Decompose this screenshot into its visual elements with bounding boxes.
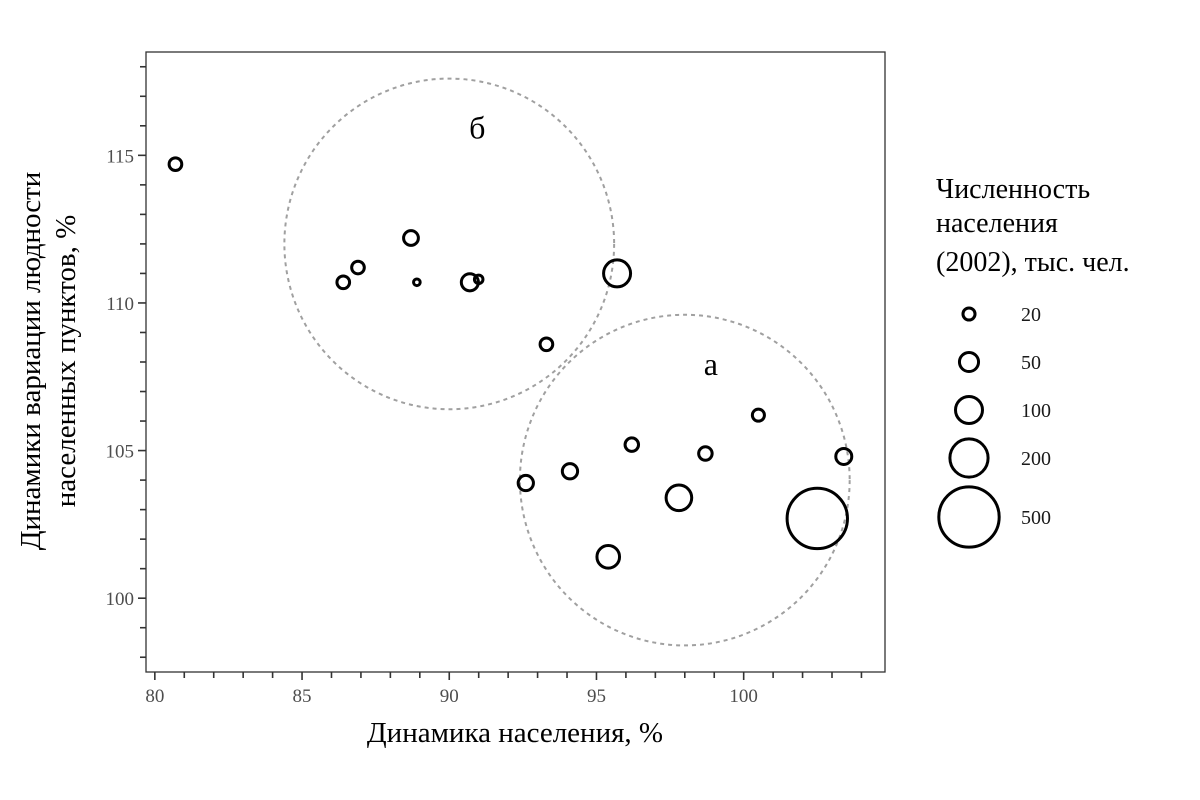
x-tick-label-1: 85	[293, 686, 312, 707]
x-tick-label-4: 100	[729, 686, 758, 707]
x-tick-label-0: 80	[145, 686, 164, 707]
data-point-15	[750, 407, 766, 423]
legend-label-4: 500	[1021, 507, 1051, 529]
group-label-1: а	[704, 346, 718, 382]
group-circles-layer: ба	[283, 77, 851, 647]
group-circle-1	[518, 313, 851, 647]
legend-label-2: 100	[1021, 400, 1051, 422]
legend-keys: 20 50 100 200 500	[937, 304, 1051, 549]
legend: Численность населения (2002), тыс. чел. …	[936, 174, 1130, 549]
data-point-8	[538, 336, 555, 353]
y-axis: 100 105 110 115	[106, 65, 146, 659]
data-point-2	[350, 259, 366, 276]
data-point-11	[623, 436, 641, 453]
data-point-0	[167, 156, 184, 173]
data-point-14	[697, 445, 714, 462]
data-point-4	[412, 277, 422, 288]
y-tick-label-1: 105	[106, 442, 135, 463]
points-layer	[167, 156, 854, 570]
data-point-1	[335, 274, 352, 291]
legend-title-line-2: населения	[936, 208, 1058, 239]
x-tick-label-3: 95	[587, 686, 606, 707]
legend-label-1: 50	[1021, 352, 1041, 374]
data-point-9	[516, 473, 535, 493]
legend-key-1	[957, 350, 981, 374]
y-tick-label-2: 110	[106, 294, 134, 315]
data-point-16	[834, 446, 854, 466]
legend-label-3: 200	[1021, 448, 1051, 470]
data-point-13	[664, 483, 694, 513]
legend-title-line-1: Численность	[936, 174, 1090, 205]
legend-key-4	[937, 485, 1001, 549]
data-point-17	[785, 486, 849, 551]
legend-key-3	[948, 437, 990, 479]
y-axis-title-line-1: Динамики вариации людности	[15, 172, 47, 551]
y-axis-title-line-2: населенных пунктов, %	[50, 215, 82, 508]
data-point-10	[560, 462, 580, 481]
data-point-7	[602, 258, 633, 289]
data-point-6	[472, 273, 485, 286]
y-tick-label-0: 100	[106, 589, 135, 610]
data-point-12	[595, 544, 622, 570]
x-axis: 80 85 90 95 100	[145, 672, 863, 707]
y-tick-label-3: 115	[106, 146, 134, 167]
data-point-3	[402, 229, 420, 247]
legend-label-0: 20	[1021, 304, 1041, 326]
legend-key-2	[954, 395, 984, 425]
group-label-0: б	[469, 110, 485, 146]
x-axis-title: Динамика населения, %	[367, 717, 663, 749]
legend-key-0	[961, 306, 977, 322]
group-circle-0	[283, 77, 616, 411]
plot-panel	[145, 51, 886, 673]
legend-title-line-3: (2002), тыс. чел.	[936, 247, 1130, 278]
x-tick-label-2: 90	[440, 686, 459, 707]
